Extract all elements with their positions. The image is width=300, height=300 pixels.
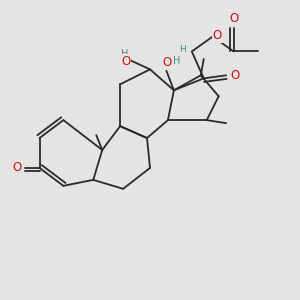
Text: O: O [213,29,222,42]
Text: H: H [121,49,128,59]
Text: O: O [163,56,172,69]
Text: O: O [229,12,238,25]
Text: H: H [179,46,186,55]
Text: O: O [13,161,22,174]
Text: H: H [172,56,180,66]
Text: O: O [121,55,130,68]
Text: O: O [230,69,240,82]
